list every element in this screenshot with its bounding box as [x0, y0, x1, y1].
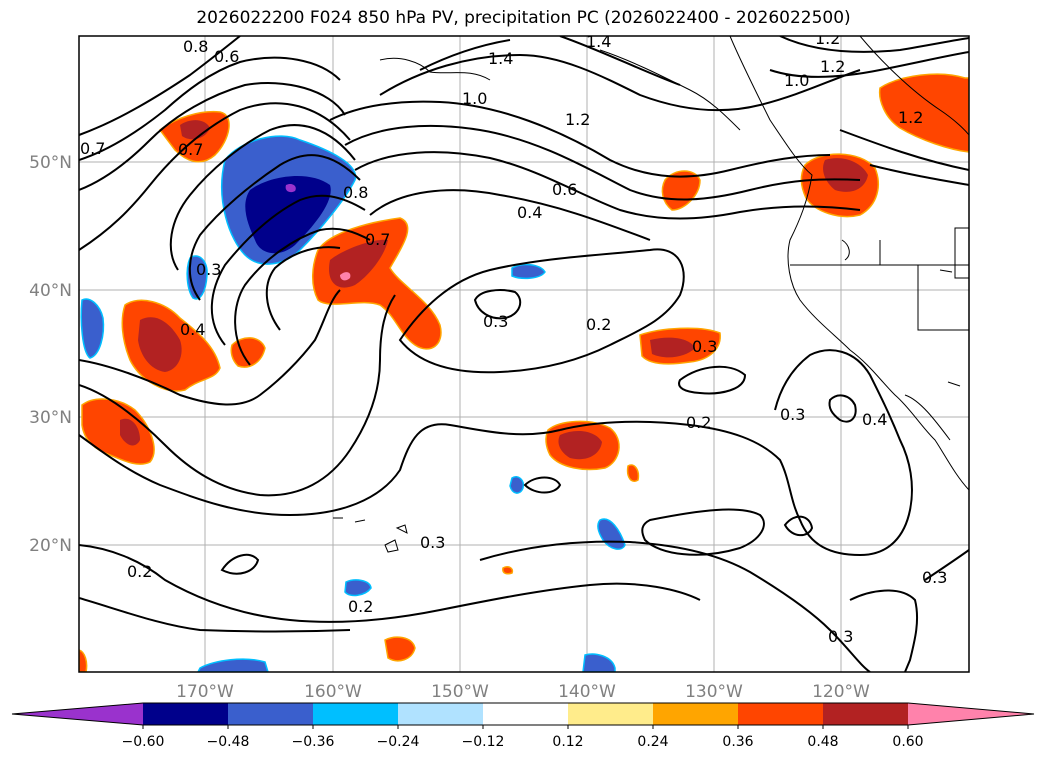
- colorbar-tick-label: 0.48: [807, 734, 838, 750]
- contour-label: 1.2: [820, 57, 845, 76]
- contour-label: 0.7: [365, 230, 390, 249]
- colorbar: −0.60 −0.48 −0.36 −0.24 −0.12 0.12 0.24 0.36 0.4…: [11, 702, 1035, 750]
- contour-label: 0.4: [862, 410, 887, 429]
- colorbar-tick-label: 0.12: [552, 734, 583, 750]
- contour-label: 0.3: [828, 627, 853, 646]
- lat-label: 20°N: [29, 536, 72, 556]
- contour-label: 0.2: [348, 597, 373, 616]
- contour-label: 0.2: [586, 315, 611, 334]
- contour-label: 0.4: [517, 203, 542, 222]
- colorbar-segment: [483, 703, 568, 725]
- colorbar-tick-label: −0.60: [122, 734, 165, 750]
- colorbar-segment: [823, 703, 908, 725]
- contour-label: 0.3: [420, 533, 445, 552]
- coastlines: [333, 36, 969, 553]
- precip-positive: [79, 73, 969, 672]
- colorbar-tick-label: 0.24: [637, 734, 668, 750]
- colorbar-segment: [143, 703, 228, 725]
- lon-label: 130°W: [685, 682, 743, 702]
- contour-label: 1.4: [488, 49, 513, 68]
- colorbar-segment: [313, 703, 398, 725]
- lon-label: 170°W: [176, 682, 234, 702]
- contour-label: 1.4: [586, 32, 611, 51]
- colorbar-segment: [568, 703, 653, 725]
- contour-label: 0.2: [127, 562, 152, 581]
- contour-labels: 0.8 0.6 1.4 1.4 1.2 1.0 1.2 1.0 1.2 0.7 …: [80, 29, 947, 646]
- lat-label: 50°N: [29, 153, 72, 173]
- lon-label: 160°W: [304, 682, 362, 702]
- contour-label: 1.0: [784, 71, 809, 90]
- contour-label: 0.6: [214, 47, 239, 66]
- lat-label: 40°N: [29, 281, 72, 301]
- contour-label: 1.2: [898, 108, 923, 127]
- colorbar-tick-label: −0.36: [292, 734, 335, 750]
- colorbar-extend-max: [908, 703, 1034, 725]
- contour-label: 1.2: [815, 29, 840, 48]
- contour-label: 0.3: [922, 568, 947, 587]
- contour-label: 0.8: [343, 183, 368, 202]
- lon-label: 140°W: [558, 682, 616, 702]
- contour-label: 1.2: [565, 110, 590, 129]
- lat-label: 30°N: [29, 408, 72, 428]
- contour-label: 0.3: [196, 260, 221, 279]
- contour-label: 0.7: [178, 140, 203, 159]
- colorbar-tick-label: 0.60: [892, 734, 923, 750]
- colorbar-segment: [738, 703, 823, 725]
- contour-label: 1.0: [462, 89, 487, 108]
- colorbar-tick-label: 0.36: [722, 734, 753, 750]
- lon-label: 150°W: [431, 682, 489, 702]
- colorbar-tick-label: −0.12: [462, 734, 505, 750]
- contour-label: 0.8: [183, 37, 208, 56]
- contour-label: 0.2: [686, 413, 711, 432]
- contour-label: 0.6: [552, 180, 577, 199]
- lon-label: 120°W: [812, 682, 870, 702]
- longitude-axis: 170°W 160°W 150°W 140°W 130°W 120°W: [176, 682, 870, 702]
- contour-label: 0.7: [80, 139, 105, 158]
- latitude-axis: 50°N 40°N 30°N 20°N: [29, 153, 72, 556]
- pv-contours: [79, 36, 969, 672]
- contour-label: 0.3: [780, 405, 805, 424]
- colorbar-tick-label: −0.48: [207, 734, 250, 750]
- chart-title: 2026022200 F024 850 hPa PV, precipitatio…: [196, 8, 851, 28]
- map-frame: [78, 35, 970, 673]
- colorbar-tick-label: −0.24: [377, 734, 420, 750]
- contour-label: 0.3: [483, 312, 508, 331]
- colorbar-segment: [398, 703, 483, 725]
- colorbar-segment: [653, 703, 738, 725]
- contour-label: 0.3: [692, 337, 717, 356]
- contour-label: 0.4: [180, 320, 205, 339]
- colorbar-extend-min: [12, 703, 143, 725]
- colorbar-segment: [228, 703, 313, 725]
